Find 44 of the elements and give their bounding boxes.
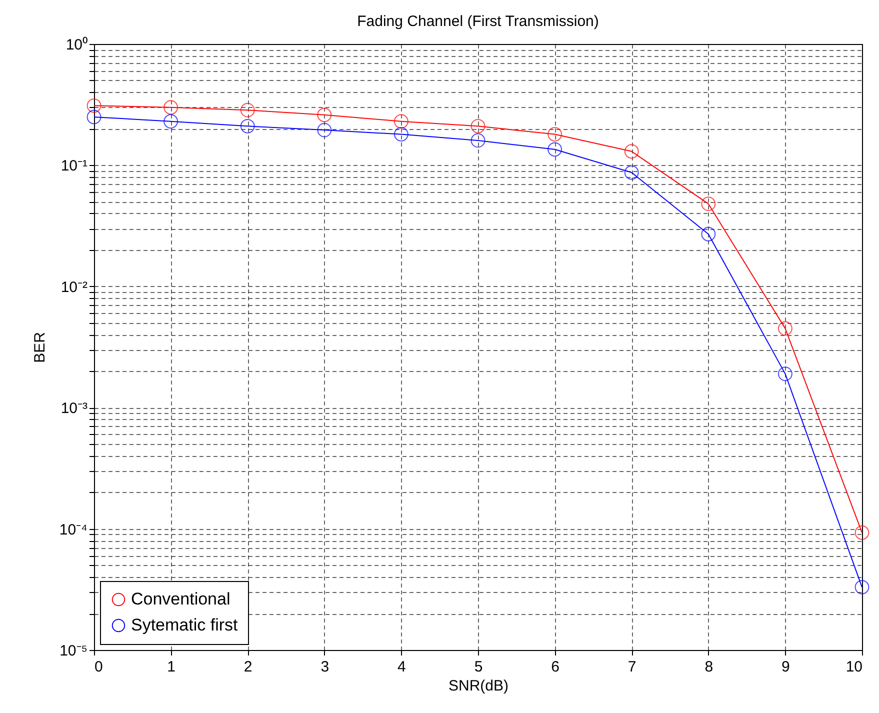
point xyxy=(317,108,332,122)
legend-label: Sytematic first xyxy=(131,616,238,634)
point xyxy=(470,118,486,134)
y-tick-label: 10⁻⁴ xyxy=(59,521,88,538)
x-tick-label: 5 xyxy=(474,658,483,676)
point xyxy=(164,100,178,115)
point xyxy=(548,127,562,142)
x-tick-label: 1 xyxy=(167,658,176,676)
point xyxy=(548,142,562,157)
y-tick-label: 10⁻¹ xyxy=(60,158,88,175)
point xyxy=(86,98,102,113)
point xyxy=(240,102,255,118)
point xyxy=(164,114,178,129)
point xyxy=(778,366,792,382)
x-tick-label: 0 xyxy=(94,658,103,676)
point xyxy=(317,122,332,138)
point xyxy=(86,110,102,124)
point xyxy=(240,118,255,134)
y-tick-label: 10⁻² xyxy=(60,278,88,296)
x-tick-label: 7 xyxy=(628,658,636,676)
x-tick-label: 9 xyxy=(782,658,790,676)
x-tick-label: 8 xyxy=(704,658,714,676)
x-tick-label: 3 xyxy=(320,658,330,676)
point xyxy=(854,525,870,540)
point xyxy=(624,165,639,180)
point xyxy=(470,133,486,148)
point xyxy=(701,226,716,242)
x-axis-title: SNR(dB) xyxy=(448,678,509,694)
x-tick-label: 6 xyxy=(551,658,560,676)
x-tick-label: 2 xyxy=(244,658,252,676)
point xyxy=(394,114,408,129)
y-axis-title: BER xyxy=(31,332,48,363)
point xyxy=(624,144,639,159)
point xyxy=(778,321,792,336)
x-tick-label: 10 xyxy=(846,658,862,676)
point xyxy=(701,196,716,212)
chart-title: Fading Channel (First Transmission) xyxy=(357,13,599,30)
legend-label: Conventional xyxy=(131,590,230,608)
y-tick-label: 10⁻³ xyxy=(60,400,88,418)
point xyxy=(854,580,870,594)
y-tick-label: 10⁰ xyxy=(66,36,88,54)
y-tick-label: 10⁻⁵ xyxy=(60,642,88,660)
x-tick-label: 4 xyxy=(398,658,406,676)
point xyxy=(394,127,408,142)
